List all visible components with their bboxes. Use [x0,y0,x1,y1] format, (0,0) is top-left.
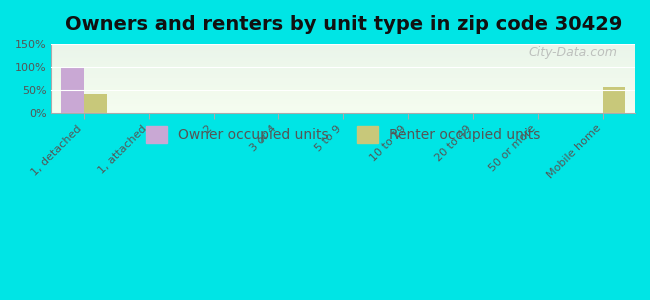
Legend: Owner occupied units, Renter occupied units: Owner occupied units, Renter occupied un… [141,120,545,148]
Title: Owners and renters by unit type in zip code 30429: Owners and renters by unit type in zip c… [64,15,622,34]
Bar [603,87,625,113]
Bar [61,67,84,113]
Bar [84,94,107,113]
Text: City-Data.com: City-Data.com [528,46,618,59]
